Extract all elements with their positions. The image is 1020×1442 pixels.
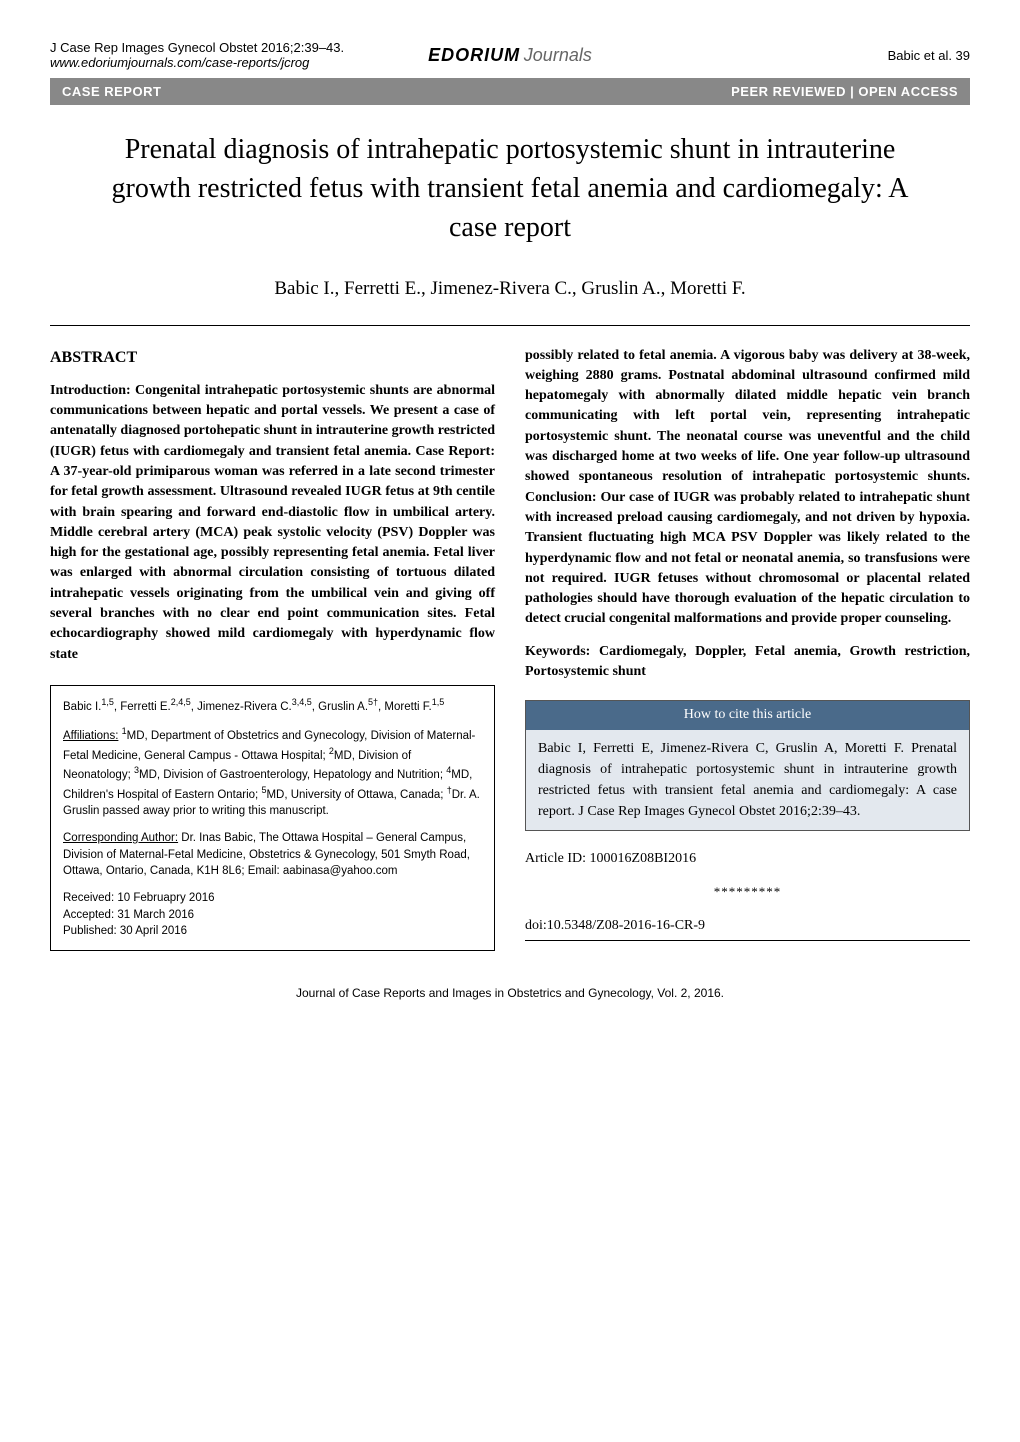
affiliations: Affiliations: 1MD, Department of Obstetr…: [63, 725, 482, 820]
journal-url: www.edoriumjournals.com/case-reports/jcr…: [50, 55, 357, 70]
cite-body: Babic I, Ferretti E, Jimenez-Rivera C, G…: [526, 730, 969, 830]
running-head: J Case Rep Images Gynecol Obstet 2016;2:…: [50, 40, 970, 70]
page-footer: Journal of Case Reports and Images in Ob…: [50, 986, 970, 1000]
affiliations-text: 1MD, Department of Obstetrics and Gyneco…: [63, 730, 480, 817]
corresponding-label: Corresponding Author:: [63, 832, 178, 844]
right-column: possibly related to fetal anemia. A vigo…: [525, 346, 970, 952]
doi-line: doi:10.5348/Z08-2016-16-CR-9: [525, 916, 970, 936]
abstract-text-part1: Introduction: Congenital intrahepatic po…: [50, 381, 495, 665]
review-access-badge: PEER REVIEWED | OPEN ACCESS: [731, 84, 958, 99]
article-title: Prenatal diagnosis of intrahepatic porto…: [90, 130, 930, 248]
citation-short: J Case Rep Images Gynecol Obstet 2016;2:…: [50, 40, 357, 55]
cite-header: How to cite this article: [526, 701, 969, 729]
keywords-text: Cardiomegaly, Doppler, Fetal anemia, Gro…: [525, 644, 970, 679]
abstract-text-part2: possibly related to fetal anemia. A vigo…: [525, 346, 970, 630]
corresponding-author: Corresponding Author: Dr. Inas Babic, Th…: [63, 830, 482, 880]
article-id-line: Article ID: 100016Z08BI2016: [525, 849, 970, 869]
keywords-line: Keywords: Cardiomegaly, Doppler, Fetal a…: [525, 642, 970, 683]
article-id-label: Article ID:: [525, 851, 590, 866]
logo-bold-text: EDORIUM: [428, 45, 520, 65]
separator-stars: *********: [525, 883, 970, 902]
accepted-date: Accepted: 31 March 2016: [63, 909, 194, 921]
how-to-cite-box: How to cite this article Babic I, Ferret…: [525, 700, 970, 830]
doi-label: doi:: [525, 918, 547, 933]
affiliations-label: Affiliations:: [63, 730, 118, 742]
page-ref: Babic et al. 39: [663, 48, 970, 63]
doi-value: 10.5348/Z08-2016-16-CR-9: [547, 918, 705, 933]
keywords-label: Keywords:: [525, 644, 590, 659]
publisher-logo: EDORIUM Journals: [357, 45, 664, 66]
received-date: Received: 10 Februapry 2016: [63, 892, 215, 904]
abstract-heading: ABSTRACT: [50, 346, 495, 369]
title-rule: [50, 325, 970, 326]
article-type: CASE REPORT: [62, 84, 161, 99]
doi-rule: [525, 940, 970, 941]
published-date: Published: 30 April 2016: [63, 925, 187, 937]
running-head-left: J Case Rep Images Gynecol Obstet 2016;2:…: [50, 40, 357, 70]
article-id-value: 100016Z08BI2016: [590, 851, 697, 866]
article-type-bar: CASE REPORT PEER REVIEWED | OPEN ACCESS: [50, 78, 970, 105]
left-column: ABSTRACT Introduction: Congenital intrah…: [50, 346, 495, 952]
logo-light-text: Journals: [524, 45, 592, 65]
author-affil-line: Babic I.1,5, Ferretti E.2,4,5, Jimenez-R…: [63, 696, 482, 716]
dates-block: Received: 10 Februapry 2016 Accepted: 31…: [63, 890, 482, 940]
author-info-box: Babic I.1,5, Ferretti E.2,4,5, Jimenez-R…: [50, 685, 495, 951]
author-list: Babic I., Ferretti E., Jimenez-Rivera C.…: [50, 278, 970, 300]
